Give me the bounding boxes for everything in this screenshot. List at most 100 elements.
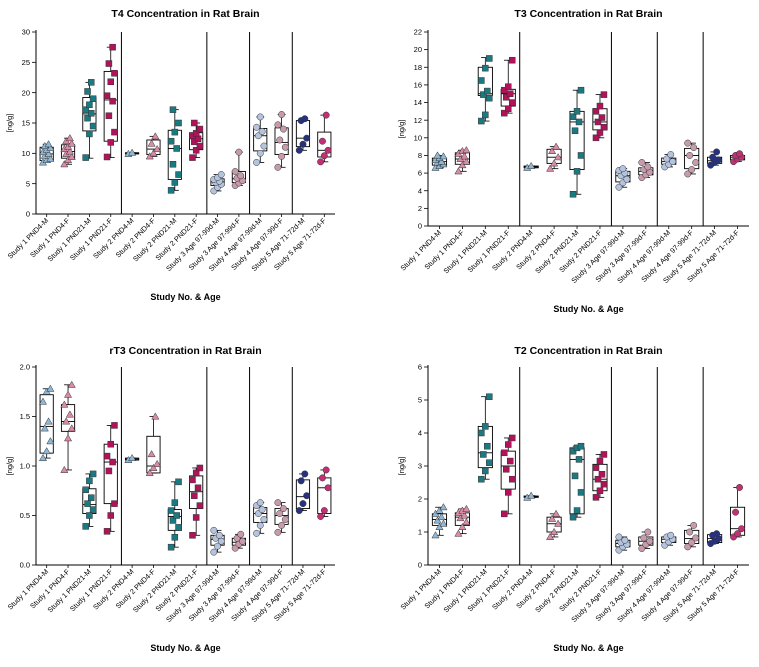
data-point	[111, 500, 118, 507]
y-tick-label: 6	[418, 363, 422, 372]
data-point	[437, 157, 446, 165]
data-point	[437, 513, 446, 521]
data-point	[713, 530, 721, 538]
data-point	[128, 148, 137, 156]
data-point	[167, 187, 175, 194]
data-point	[667, 151, 675, 159]
data-point	[167, 137, 175, 145]
data-point	[501, 86, 508, 94]
data-point	[577, 152, 585, 159]
y-tick-label: 1.0	[20, 462, 30, 471]
data-point	[87, 110, 95, 117]
data-point	[319, 137, 326, 145]
y-tick-label: 2.0	[20, 363, 30, 372]
data-point	[462, 504, 471, 512]
data-point	[462, 517, 471, 526]
data-point	[460, 152, 469, 160]
series-3	[82, 79, 97, 161]
x-axis-label: Study No. & Age	[553, 304, 623, 314]
chart-panel-3: rT3 Concentration in Rat Brain 0.0 0.5 1.0 1…	[5, 345, 335, 653]
data-point	[501, 109, 508, 117]
data-point	[577, 86, 585, 94]
data-point	[546, 164, 555, 172]
data-point	[278, 521, 286, 529]
data-point	[60, 465, 69, 473]
y-axis-label: [ng/g]	[5, 114, 14, 133]
series-4	[103, 422, 118, 535]
data-point	[60, 400, 69, 408]
data-point	[151, 412, 160, 420]
series-12	[684, 521, 700, 551]
x-axis-label: Study No. & Age	[150, 292, 220, 302]
data-point	[103, 528, 111, 535]
series-2	[454, 504, 471, 537]
data-point	[505, 489, 512, 496]
data-point	[111, 422, 118, 429]
data-point	[171, 128, 179, 136]
data-point	[482, 467, 489, 475]
series-12	[274, 111, 289, 171]
y-tick-label: 5	[26, 179, 30, 188]
data-point	[505, 441, 512, 448]
data-point	[89, 122, 97, 130]
data-point	[274, 121, 282, 129]
data-point	[258, 128, 266, 135]
series-10	[638, 159, 654, 181]
data-point	[433, 151, 442, 159]
data-point	[484, 442, 491, 450]
series-2	[60, 134, 76, 168]
data-point	[171, 499, 179, 506]
data-point	[276, 510, 284, 517]
data-point	[569, 447, 577, 455]
data-point	[44, 140, 53, 148]
data-point	[736, 484, 743, 491]
series-11	[661, 531, 677, 549]
data-point	[40, 424, 49, 432]
series-14	[729, 150, 746, 166]
chart-title: T3 Concentration in Rat Brain	[514, 8, 662, 20]
series-3	[477, 393, 493, 483]
data-point	[189, 476, 196, 484]
data-point	[253, 529, 260, 537]
data-point	[596, 129, 604, 136]
y-tick-label: 10	[414, 133, 422, 142]
data-point	[692, 159, 700, 166]
data-point	[111, 70, 118, 77]
series-6	[145, 412, 162, 476]
series-2	[60, 380, 76, 473]
data-point	[667, 531, 675, 539]
data-point	[149, 463, 158, 471]
series-9	[615, 533, 631, 554]
data-point	[550, 159, 559, 167]
data-point	[281, 516, 289, 523]
series-9	[615, 165, 631, 191]
data-point	[594, 118, 602, 126]
data-point	[89, 506, 97, 513]
y-tick-label: 22	[414, 28, 422, 37]
data-point	[623, 175, 631, 183]
y-tick-label: 0	[418, 561, 422, 570]
data-point	[506, 457, 514, 465]
data-point	[571, 127, 579, 135]
data-point	[506, 90, 514, 97]
data-point	[598, 114, 606, 121]
data-point	[196, 125, 204, 133]
data-point	[86, 130, 93, 138]
data-point	[594, 475, 602, 483]
data-point	[189, 532, 196, 539]
data-point	[237, 530, 245, 538]
data-point	[458, 522, 467, 530]
y-tick-label: 18	[414, 63, 422, 72]
data-point	[84, 88, 91, 95]
data-point	[87, 494, 95, 501]
data-point	[274, 163, 282, 171]
data-point	[478, 475, 485, 483]
data-point	[65, 147, 74, 155]
data-point	[42, 447, 51, 455]
data-point	[62, 417, 71, 425]
chart-title: rT3 Concentration in Rat Brain	[109, 345, 261, 357]
data-point	[569, 191, 577, 198]
data-point	[569, 113, 577, 120]
data-point	[638, 159, 646, 166]
x-axis-label: Study No. & Age	[150, 643, 220, 653]
